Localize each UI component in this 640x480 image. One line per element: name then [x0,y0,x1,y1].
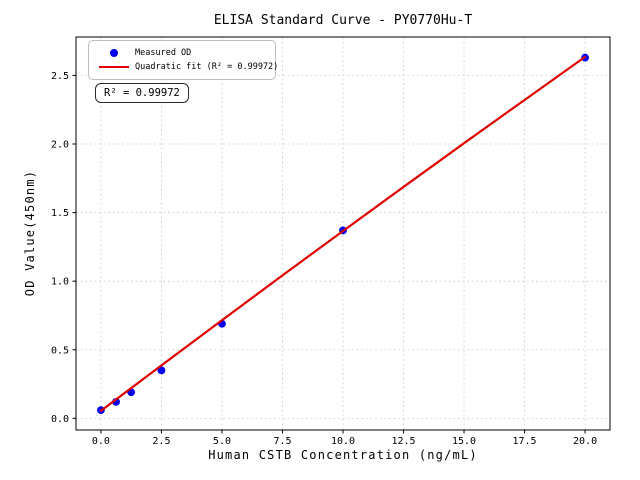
x-tick-label: 2.5 [152,436,170,447]
r-squared-annotation: R² = 0.99972 [95,83,189,103]
x-tick-label: 0.0 [92,436,110,447]
data-point [157,366,166,375]
legend-line-marker-icon [99,65,129,69]
x-tick-label: 17.5 [513,436,537,447]
y-tick-label: 2.0 [51,139,69,150]
y-tick-label: 0.5 [51,345,69,356]
x-axis-label: Human CSTB Concentration (ng/mL) [208,448,478,462]
x-tick-label: 7.5 [273,436,291,447]
y-tick-label: 2.5 [51,71,69,82]
legend-label: Measured OD [135,48,192,58]
legend-dot-marker-icon [110,49,118,57]
x-tick-label: 10.0 [331,436,355,447]
y-tick-label: 0.0 [51,414,69,425]
x-tick-label: 5.0 [213,436,231,447]
y-tick-label: 1.0 [51,277,69,288]
legend: Measured OD Quadratic fit (R² = 0.99972) [88,40,278,80]
x-tick-label: 15.0 [452,436,476,447]
fit-line [99,55,587,412]
chart-title: ELISA Standard Curve - PY0770Hu-T [213,13,473,28]
x-tick-label: 12.5 [391,436,415,447]
x-tick-label: 20.0 [573,436,597,447]
legend-label: Quadratic fit (R² = 0.99972) [135,62,279,72]
legend-item-quadratic-fit: Quadratic fit (R² = 0.99972) [97,60,278,74]
legend-item-measured-od: Measured OD [97,46,267,60]
y-tick-label: 1.5 [51,208,69,219]
